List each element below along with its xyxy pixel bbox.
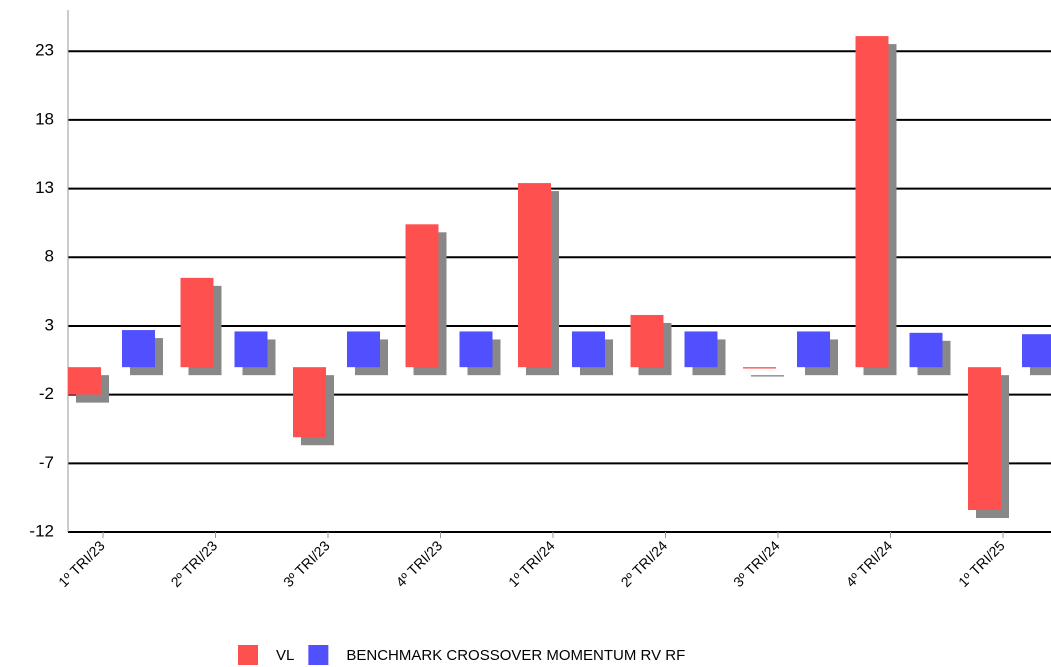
bar	[572, 331, 605, 368]
x-tick-label: 4º TRI/23	[393, 537, 446, 590]
bar	[293, 367, 326, 438]
bar-shadow	[751, 375, 784, 377]
y-tick-label: -12	[29, 521, 54, 540]
legend-label: BENCHMARK CROSSOVER MOMENTUM RV RF	[346, 647, 685, 664]
legend-label: VL	[276, 647, 294, 664]
bar	[855, 36, 889, 368]
x-tick-label: 2º TRI/23	[168, 537, 221, 590]
bar	[1022, 334, 1051, 368]
x-tick-label: 4º TRI/24	[843, 537, 896, 590]
bar	[234, 331, 268, 368]
legend-swatch	[308, 645, 329, 665]
x-tick-label: 1º TRI/25	[955, 537, 1008, 590]
x-tick-label: 1º TRI/24	[505, 537, 558, 590]
bar	[405, 224, 439, 368]
x-tick-label: 3º TRI/23	[280, 537, 333, 590]
bar	[180, 277, 214, 368]
legend-swatch	[238, 645, 258, 665]
y-tick-label: 18	[35, 109, 54, 128]
bar	[459, 331, 493, 368]
y-tick-label: -7	[39, 453, 54, 472]
bar	[684, 331, 718, 368]
bar	[68, 367, 101, 395]
bar	[518, 183, 551, 368]
y-tick-label: 3	[45, 315, 54, 334]
y-tick-label: 23	[35, 41, 54, 60]
x-tick-label: 2º TRI/24	[618, 537, 671, 590]
y-tick-label: 8	[45, 247, 54, 266]
bar	[743, 367, 776, 369]
bar	[797, 331, 830, 368]
bar	[909, 332, 943, 368]
y-tick-label: -2	[39, 384, 54, 403]
x-tick-label: 1º TRI/23	[55, 537, 108, 590]
y-tick-label: 13	[35, 178, 54, 197]
x-tick-label: 3º TRI/24	[730, 537, 783, 590]
bar	[630, 314, 664, 368]
bar	[347, 331, 380, 368]
bar	[968, 367, 1001, 511]
bar	[122, 330, 155, 368]
